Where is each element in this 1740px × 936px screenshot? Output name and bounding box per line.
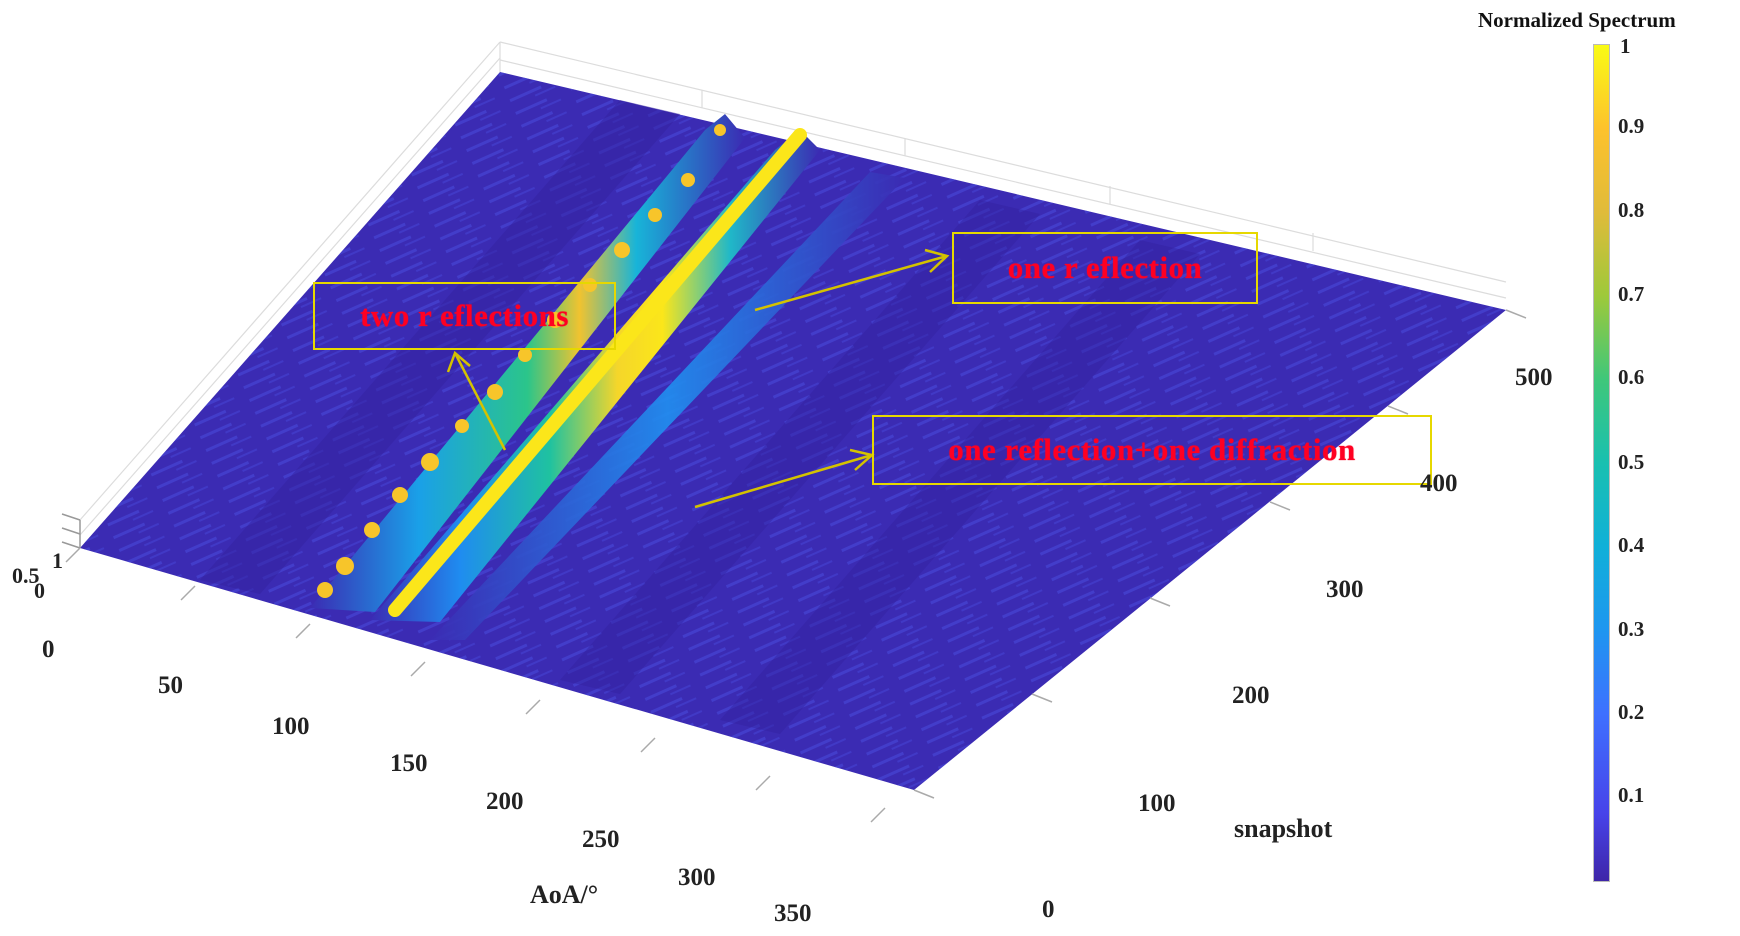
x-tick-100: 100 [272,713,310,740]
y-tick-100: 100 [1138,790,1176,817]
annotation-one-reflection-text: one r eflection [1007,250,1203,285]
y-tick-500: 500 [1515,364,1553,391]
cb-tick-0.5: 0.5 [1618,450,1645,474]
z-tick-1: 1 [52,548,63,573]
x-axis-label: AoA/° [530,880,599,909]
y-axis-label: snapshot [1234,814,1333,843]
cb-tick-0.7: 0.7 [1618,282,1645,306]
annotation-arrows [446,248,950,509]
x-tick-200: 200 [486,788,524,815]
x-tick-300: 300 [678,864,716,891]
cb-tick-0.9: 0.9 [1618,114,1645,138]
y-tick-0: 0 [1042,896,1055,923]
ridge-one-reflection-crest [388,128,807,617]
colorbar [1593,44,1610,882]
annotation-one-reflection: one r eflection [952,232,1258,304]
y-tick-400: 400 [1420,470,1458,497]
y-tick-200: 200 [1232,682,1270,709]
y-axis-ticks [913,309,1527,799]
annotation-one-reflection-diffraction: one reflection+one diffraction [872,415,1432,485]
x-tick-50: 50 [158,672,183,699]
cb-tick-0.8: 0.8 [1618,198,1645,222]
colorbar-title: Normalized Spectrum [1478,8,1676,32]
x-tick-0: 0 [42,636,55,663]
axis-box [79,41,1507,536]
x-tick-350: 350 [774,900,812,927]
ridge-two-reflections-peaks [317,124,726,598]
cb-tick-0.6: 0.6 [1618,365,1645,389]
cb-tick-0.2: 0.2 [1618,700,1645,724]
ridge-two-reflections [310,114,745,612]
x-tick-250: 250 [582,826,620,853]
cb-tick-1: 1 [1620,34,1631,58]
annotation-two-reflections: two r eflections [313,282,616,350]
cb-tick-0.1: 0.1 [1618,783,1645,807]
y-tick-300: 300 [1326,576,1364,603]
x-axis-ticks [65,547,886,823]
z-tick-0: 0 [34,578,45,603]
x-tick-150: 150 [390,750,428,777]
z-tick-0.5: 0.5 [12,563,40,588]
ridge-reflection-diffraction [430,172,905,640]
annotation-reflection-diffraction-text: one reflection+one diffraction [948,432,1356,467]
cb-tick-0.4: 0.4 [1618,533,1645,557]
z-axis [61,513,81,549]
cb-tick-0.3: 0.3 [1618,617,1645,641]
annotation-two-reflections-text: two r eflections [360,298,569,333]
